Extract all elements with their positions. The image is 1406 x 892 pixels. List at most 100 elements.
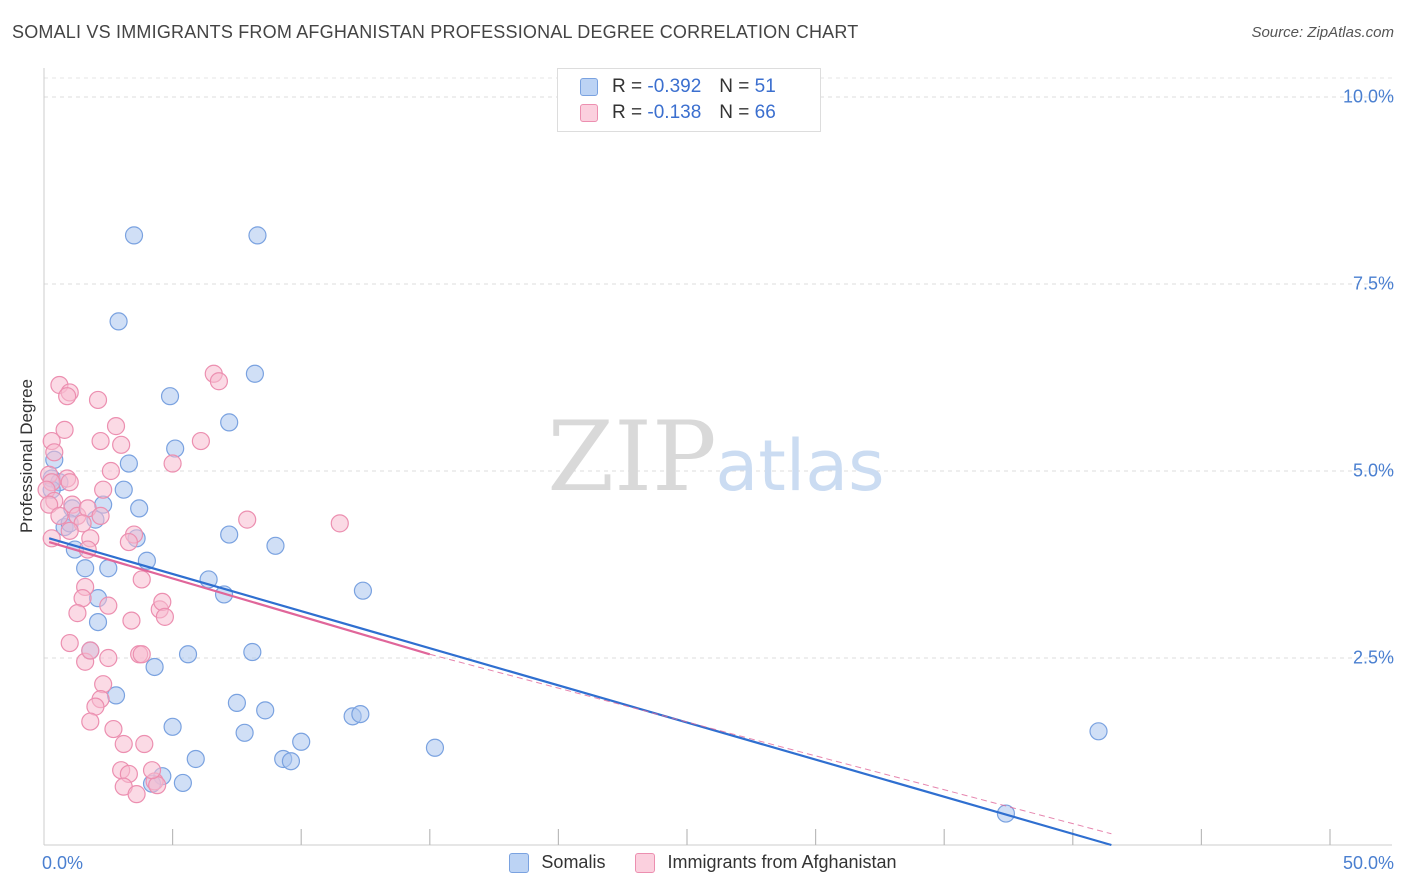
afghanistan-point [88, 390, 108, 410]
afghanistan-point [104, 719, 123, 739]
watermark-zip: ZIP [547, 401, 716, 513]
afghanistan-point [209, 372, 228, 391]
source-note: Source: ZipAtlas.com [1251, 24, 1394, 41]
y-tick-label: 2.5% [1352, 647, 1394, 668]
legend: Somalis Immigrants from Afghanistan [0, 852, 1406, 873]
afghanistan-point [60, 633, 79, 653]
r-value: -0.138 [647, 102, 702, 123]
somalis-point [248, 226, 267, 245]
afghanistan-point [58, 387, 77, 406]
data-points [37, 226, 1108, 823]
afghanistan-point [50, 506, 69, 525]
afghanistan-point [60, 521, 79, 540]
gridlines [44, 77, 1392, 659]
afghanistan-point [191, 431, 210, 451]
x-tick-label-min: 0.0% [42, 853, 84, 873]
afghanistan-point [330, 514, 349, 533]
somalis-point [88, 612, 108, 632]
watermark-atlas: atlas [715, 425, 884, 507]
afghanistan-point [60, 473, 79, 492]
afghanistan-point [106, 417, 126, 436]
legend-label: Immigrants from Afghanistan [667, 852, 897, 872]
trend-lines [48, 537, 1112, 847]
afghanistan-point [99, 648, 118, 668]
legend-swatch-somalis [509, 852, 530, 873]
somalis-point [351, 704, 370, 724]
somalis-point [245, 364, 265, 383]
axes [43, 68, 1392, 846]
stats-swatch-somalis [580, 78, 598, 96]
afghanistan-point [94, 675, 113, 694]
y-tick-label: 10.0% [1342, 86, 1394, 107]
n-value: 66 [754, 102, 776, 123]
somalis-point [243, 642, 262, 662]
afghanistan-trend-line [48, 541, 431, 656]
somalis-point [163, 717, 182, 736]
afghanistan-point [119, 532, 138, 552]
n-label: N = [719, 102, 750, 123]
somalis-point [178, 645, 198, 664]
afghanistan-point [99, 596, 118, 615]
somalis-point [160, 387, 180, 406]
n-label: N = [719, 76, 750, 97]
somalis-point [166, 439, 185, 458]
somalis-point [235, 723, 254, 742]
stats-row-somalis: R = -0.392 N = 51 [580, 74, 776, 100]
afghanistan-point [81, 712, 100, 731]
y-tick-label: 5.0% [1352, 460, 1394, 481]
x-tick-label-max: 50.0% [1342, 853, 1394, 873]
stats-row-afghanistan: R = -0.138 N = 66 [580, 100, 776, 126]
r-label: R = [612, 76, 643, 97]
somalis-point [227, 693, 246, 712]
somalis-point [292, 732, 311, 751]
somalis-point [186, 749, 205, 769]
somalis-point [256, 701, 275, 720]
n-value: 51 [754, 76, 776, 97]
afghanistan-point [91, 431, 110, 451]
somalis-point [76, 559, 95, 578]
afghanistan-point [45, 443, 64, 462]
somalis-point [266, 536, 285, 555]
afghanistan-point [155, 607, 174, 626]
somalis-point [425, 738, 445, 757]
somalis-point [281, 752, 301, 771]
somalis-point [130, 499, 149, 518]
somalis-point [220, 525, 239, 544]
afghanistan-point [55, 420, 74, 439]
afghanistan-point [153, 592, 172, 612]
y-tick-label: 7.5% [1352, 273, 1394, 294]
somalis-point [145, 657, 164, 677]
somalis-point [353, 581, 373, 600]
r-value: -0.392 [647, 76, 702, 97]
legend-item-somalis[interactable]: Somalis [509, 852, 605, 873]
somalis-point [220, 413, 239, 432]
afghanistan-point [238, 510, 257, 529]
afghanistan-point [40, 495, 59, 514]
afghanistan-trend-extension [429, 653, 1112, 835]
afghanistan-point [68, 604, 87, 623]
afghanistan-point [132, 570, 151, 589]
stats-swatch-afghanistan [580, 104, 598, 122]
afghanistan-point [91, 506, 110, 525]
afghanistan-point [112, 435, 131, 454]
afghanistan-point [142, 761, 162, 780]
afghanistan-point [127, 785, 146, 804]
somalis-trend-line [48, 537, 1112, 847]
watermark: ZIP atlas [547, 401, 884, 513]
somalis-point [124, 226, 144, 245]
chart-title: SOMALI VS IMMIGRANTS FROM AFGHANISTAN PR… [12, 22, 859, 42]
somalis-point [114, 480, 133, 499]
afghanistan-point [163, 454, 182, 473]
somalis-point [1089, 722, 1108, 741]
legend-item-afghanistan[interactable]: Immigrants from Afghanistan [635, 852, 897, 873]
somalis-point [173, 773, 192, 793]
legend-label: Somalis [541, 852, 606, 872]
x-axis-ticks [172, 829, 1331, 845]
stats-box: R = -0.392 N = 51 R = -0.138 N = 66 [557, 68, 821, 132]
afghanistan-point [94, 480, 113, 499]
afghanistan-point [135, 734, 154, 754]
somalis-point [119, 454, 138, 473]
afghanistan-point [132, 645, 151, 664]
afghanistan-point [114, 734, 133, 754]
